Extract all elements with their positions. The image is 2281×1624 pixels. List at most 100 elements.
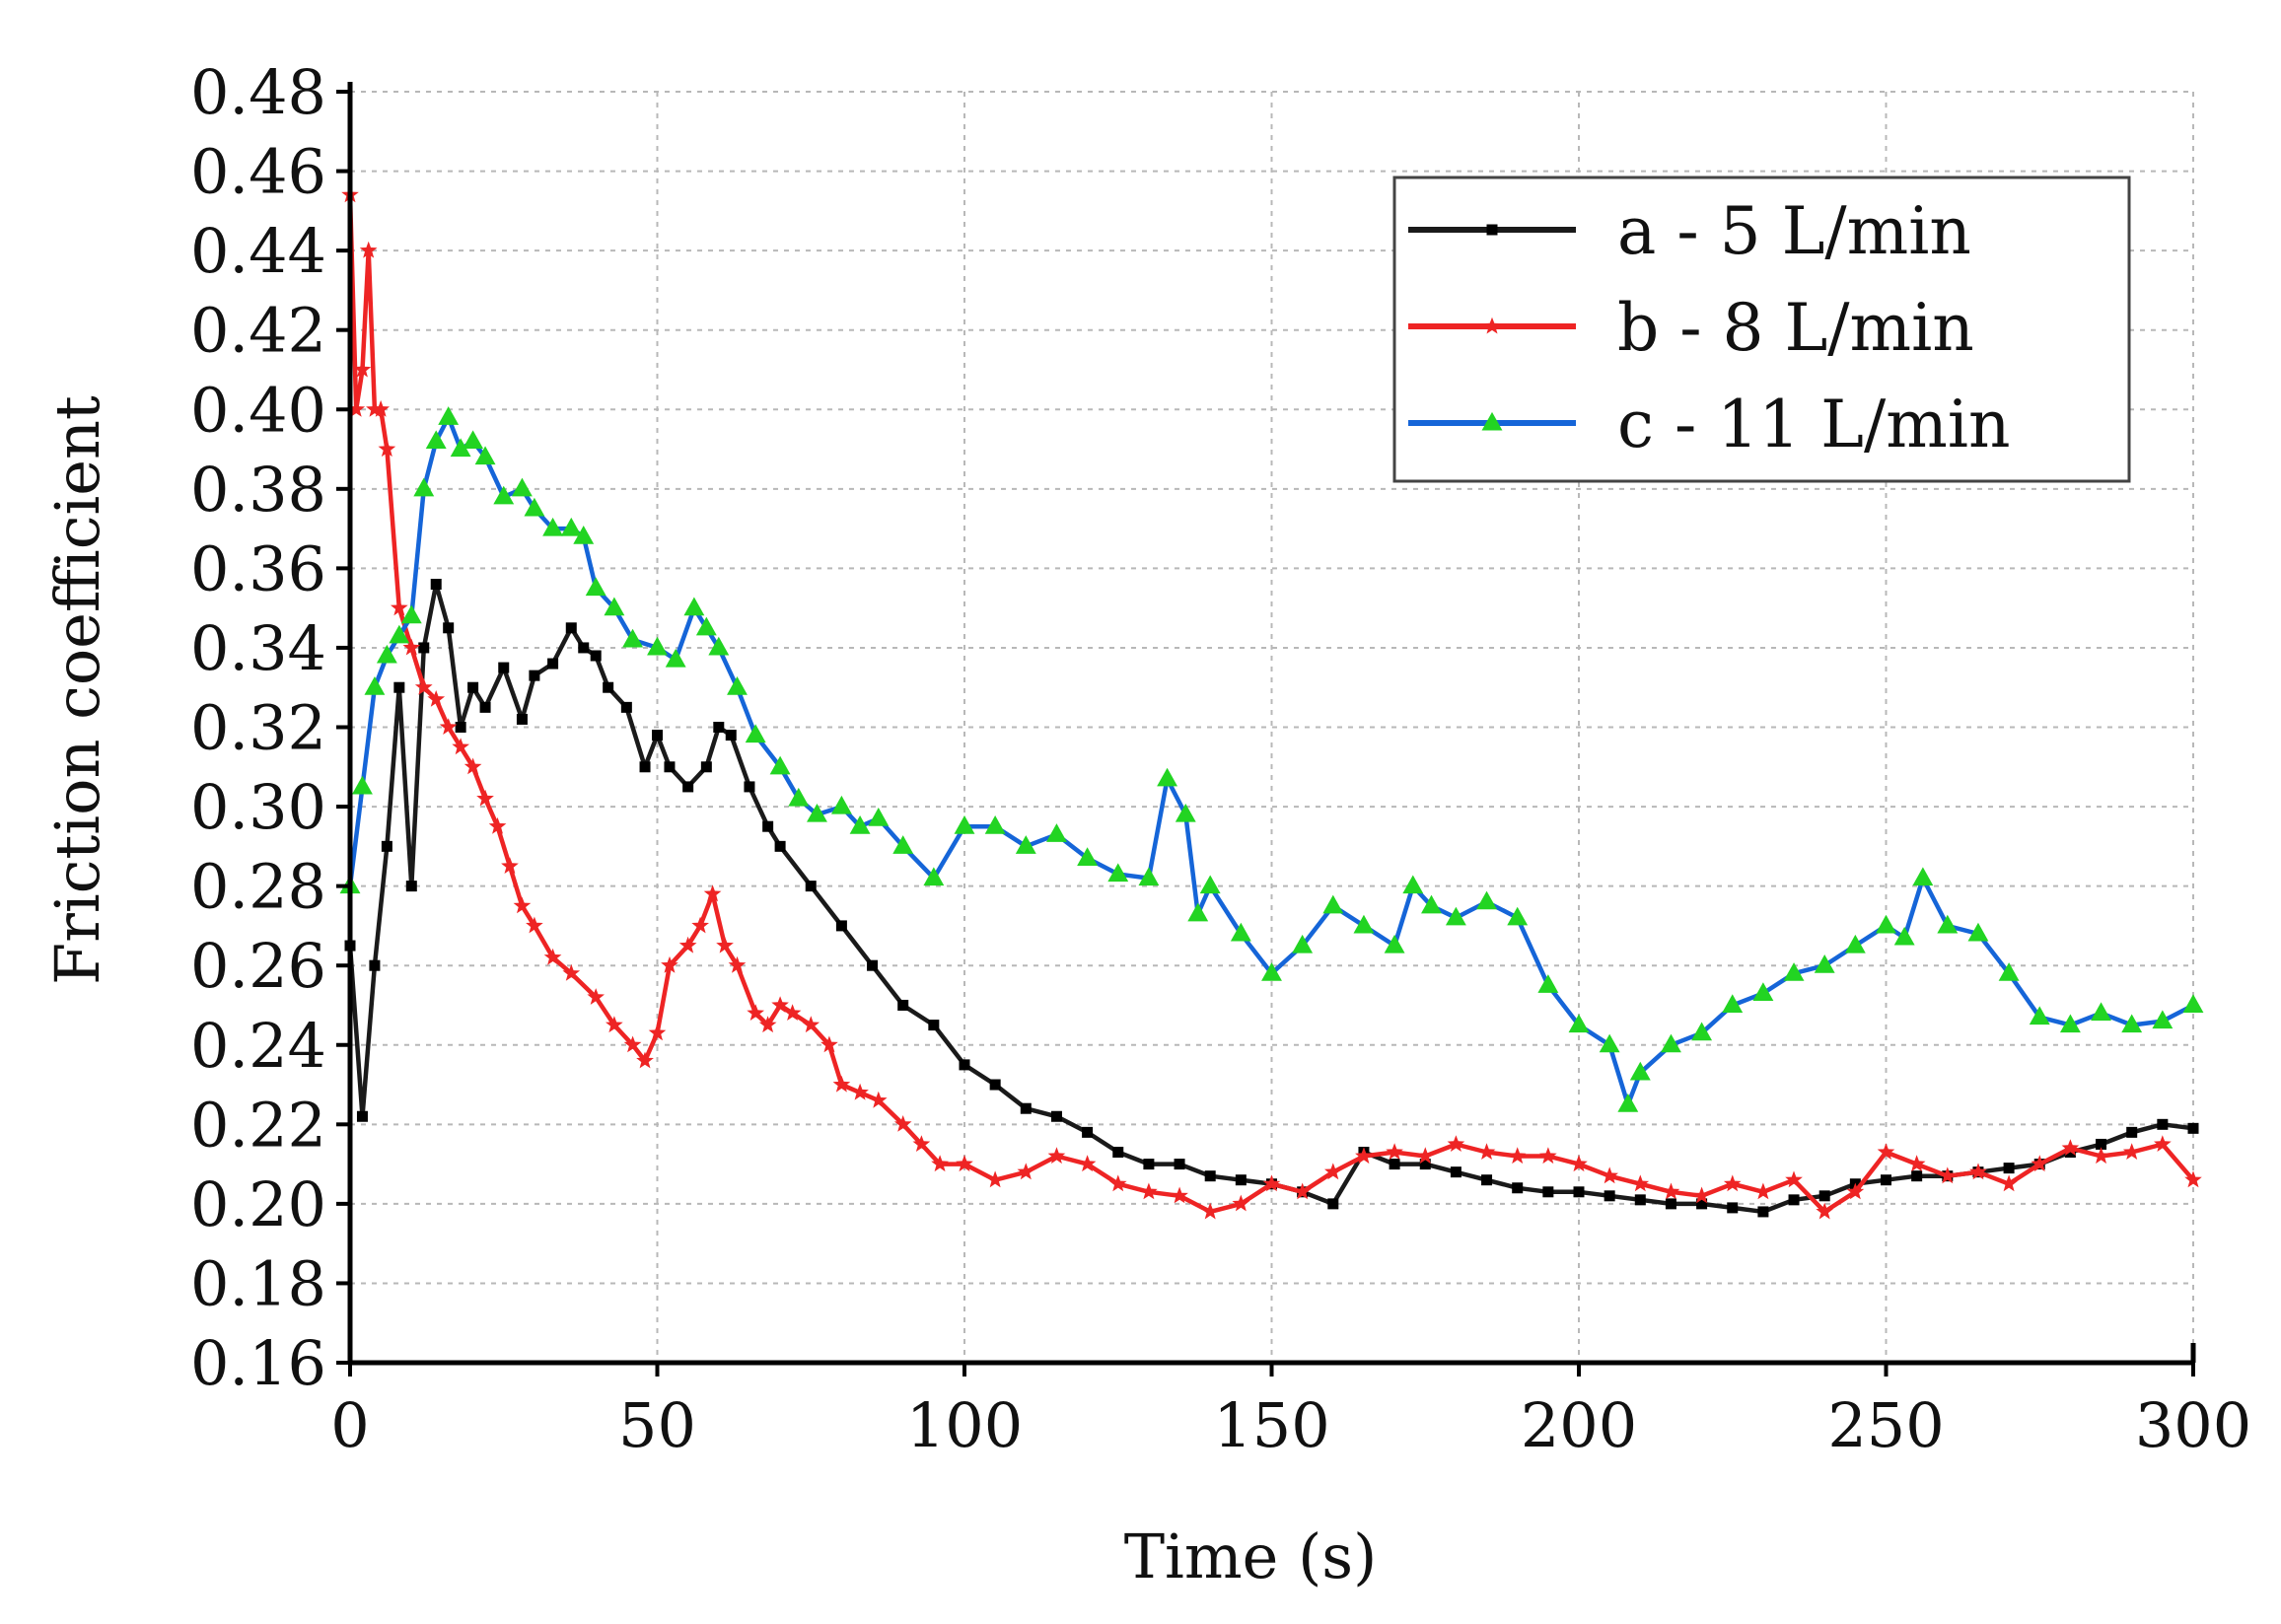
data-point bbox=[2092, 1147, 2110, 1165]
data-point bbox=[359, 241, 378, 258]
data-point bbox=[652, 730, 663, 741]
y-tick-label: 0.40 bbox=[190, 374, 326, 446]
data-point bbox=[744, 781, 755, 793]
data-point bbox=[959, 1059, 970, 1071]
data-point bbox=[450, 438, 471, 458]
data-point bbox=[1416, 1147, 1435, 1165]
data-point bbox=[1261, 962, 1282, 981]
data-point bbox=[479, 701, 491, 713]
data-point bbox=[414, 677, 433, 695]
data-point bbox=[1230, 922, 1251, 942]
data-point bbox=[1876, 914, 1896, 934]
data-point bbox=[1171, 1186, 1188, 1204]
data-point bbox=[769, 755, 791, 775]
data-point bbox=[391, 599, 408, 616]
data-point bbox=[869, 1091, 888, 1108]
data-point bbox=[1568, 1014, 1590, 1033]
data-point bbox=[542, 517, 564, 536]
y-tick-label: 0.18 bbox=[190, 1247, 326, 1319]
data-point bbox=[703, 884, 722, 902]
data-point bbox=[1788, 1194, 1800, 1206]
data-point bbox=[984, 815, 1006, 834]
data-point bbox=[512, 477, 533, 497]
data-point bbox=[1634, 1194, 1646, 1206]
data-point bbox=[1386, 1143, 1403, 1160]
y-tick-label: 0.22 bbox=[190, 1089, 326, 1161]
data-point bbox=[1757, 1206, 1769, 1218]
x-tick-label: 100 bbox=[906, 1389, 1023, 1461]
data-point bbox=[1389, 1159, 1400, 1170]
data-point bbox=[1665, 1198, 1676, 1210]
data-point bbox=[1384, 934, 1405, 953]
y-tick-label: 0.42 bbox=[190, 295, 326, 367]
data-point bbox=[560, 517, 582, 536]
data-point bbox=[501, 857, 519, 874]
data-point bbox=[639, 761, 651, 773]
data-point bbox=[1814, 954, 1835, 973]
data-point bbox=[1050, 1110, 1062, 1122]
data-point bbox=[700, 761, 712, 773]
data-point bbox=[524, 497, 545, 517]
data-point bbox=[1322, 894, 1344, 914]
data-point bbox=[543, 948, 562, 965]
x-tick-label: 200 bbox=[1521, 1389, 1637, 1461]
data-point bbox=[547, 658, 559, 670]
data-point bbox=[467, 681, 479, 693]
data-point bbox=[691, 916, 709, 934]
data-point bbox=[2152, 1010, 2174, 1029]
data-point bbox=[912, 1135, 931, 1152]
data-point bbox=[805, 881, 817, 892]
data-point bbox=[1967, 922, 1989, 942]
data-point bbox=[1969, 1163, 1987, 1180]
data-point bbox=[931, 1155, 949, 1172]
x-tick-label: 150 bbox=[1213, 1389, 1329, 1461]
data-point bbox=[1477, 1143, 1496, 1160]
data-point bbox=[1539, 1147, 1557, 1165]
data-point bbox=[1542, 1186, 1554, 1198]
data-point bbox=[413, 477, 435, 497]
data-point bbox=[923, 867, 945, 886]
data-point bbox=[1599, 1033, 1620, 1053]
data-point bbox=[989, 1079, 1001, 1091]
data-point bbox=[716, 936, 734, 953]
data-point bbox=[578, 642, 590, 654]
data-point bbox=[1143, 1159, 1155, 1170]
x-axis-title: Time (s) bbox=[1124, 1520, 1378, 1592]
data-point bbox=[573, 525, 595, 544]
data-point bbox=[1844, 934, 1866, 953]
data-point bbox=[565, 622, 577, 634]
data-point bbox=[897, 999, 909, 1011]
data-point bbox=[1816, 1202, 1833, 1220]
data-point bbox=[747, 1004, 764, 1021]
data-point bbox=[665, 648, 686, 668]
data-point bbox=[1818, 1190, 1830, 1202]
data-point bbox=[1537, 974, 1559, 993]
series-layer bbox=[339, 185, 2204, 1220]
data-point bbox=[892, 835, 914, 854]
data-point bbox=[851, 1083, 869, 1100]
data-point bbox=[807, 803, 827, 822]
data-point bbox=[1877, 1143, 1895, 1160]
data-point bbox=[728, 955, 747, 973]
data-point bbox=[393, 681, 405, 693]
data-point bbox=[425, 430, 447, 450]
data-point bbox=[381, 840, 392, 852]
data-point bbox=[986, 1170, 1004, 1188]
legend-swatch-marker bbox=[1483, 317, 1501, 334]
data-point bbox=[1047, 1147, 1066, 1165]
y-tick-label: 0.38 bbox=[190, 454, 326, 526]
data-point bbox=[430, 578, 442, 590]
data-point bbox=[443, 622, 455, 634]
y-tick-label: 0.28 bbox=[190, 851, 326, 923]
data-point bbox=[2029, 1006, 2050, 1025]
data-point bbox=[1661, 1033, 1681, 1053]
data-point bbox=[1727, 1202, 1739, 1214]
data-point bbox=[1476, 890, 1497, 910]
data-point bbox=[622, 628, 644, 648]
data-point bbox=[1112, 1147, 1124, 1159]
data-point bbox=[1573, 1186, 1585, 1198]
data-point bbox=[562, 963, 581, 981]
data-point bbox=[636, 1051, 654, 1069]
data-point bbox=[893, 1115, 912, 1132]
data-point bbox=[1015, 835, 1036, 854]
